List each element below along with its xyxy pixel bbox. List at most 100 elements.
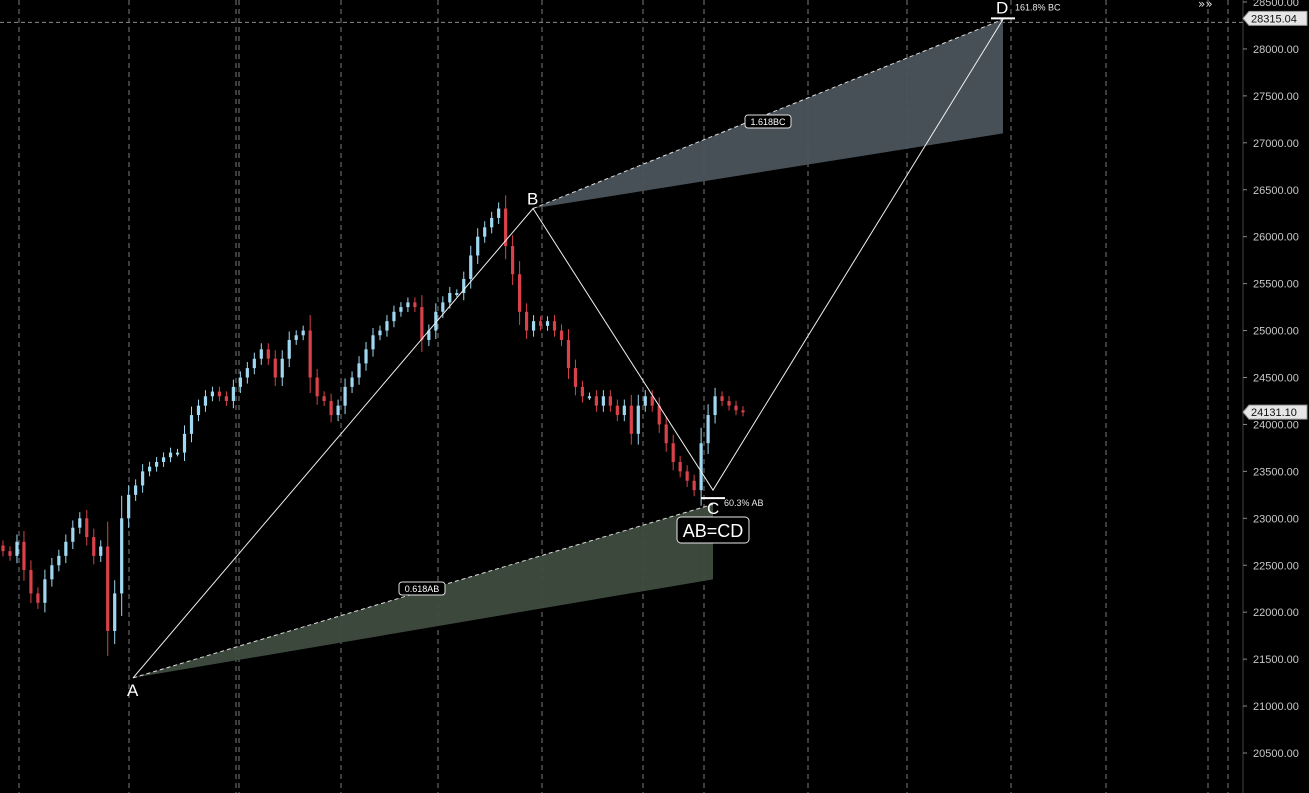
candle-body: [518, 274, 522, 312]
candle-body: [559, 330, 564, 340]
candle-body: [720, 396, 724, 401]
candle-body: [161, 457, 166, 462]
candle-body: [441, 302, 445, 312]
candle-body: [210, 391, 215, 397]
candle-body: [678, 461, 682, 472]
candle-body: [378, 330, 382, 336]
scroll-arrows-icon[interactable]: »»: [1198, 0, 1213, 11]
candle-body: [175, 452, 180, 455]
candle-body: [615, 405, 619, 416]
candle-body: [427, 330, 431, 340]
candle-body: [64, 541, 68, 556]
candle-body: [469, 255, 473, 279]
candle-body: [727, 400, 731, 406]
candle-body: [8, 551, 12, 556]
candle-body: [343, 386, 347, 406]
candle-body: [420, 307, 424, 340]
candle-body: [573, 368, 578, 387]
y-tick-label: 21000.00: [1253, 701, 1299, 713]
point-label-b: B: [527, 190, 538, 209]
candle-body: [364, 349, 368, 364]
candle-body: [127, 494, 131, 519]
candle-body: [545, 321, 550, 326]
candle-body: [734, 405, 738, 411]
candle-body: [664, 424, 668, 444]
abcd-label-box: [676, 516, 750, 544]
candle-body: [273, 358, 277, 378]
candle-body: [350, 377, 354, 387]
y-tick-label: 25000.00: [1253, 326, 1299, 338]
candle-body: [685, 471, 689, 481]
candle-body: [148, 466, 152, 472]
ratio-tag-ab-box: [398, 581, 446, 596]
candle-body: [259, 349, 263, 359]
candle-body: [224, 396, 228, 401]
candle-body: [154, 461, 159, 467]
y-tick-label: 23500.00: [1253, 466, 1299, 478]
candle-body: [329, 400, 333, 416]
candle-body: [301, 330, 305, 336]
candle-body: [22, 541, 26, 570]
candle-body: [650, 396, 654, 406]
candle-body: [231, 386, 235, 401]
candle-body: [92, 537, 96, 556]
candle-body: [552, 321, 557, 331]
candle-body: [203, 396, 208, 406]
candle-body: [252, 358, 256, 369]
point-label-a: A: [127, 681, 139, 700]
candle-body: [99, 546, 103, 556]
candle-body: [371, 335, 375, 350]
candle-body: [134, 485, 138, 495]
candle-body: [657, 405, 661, 425]
candle-body: [434, 311, 438, 331]
candle-body: [71, 527, 75, 542]
y-tick-label: 27500.00: [1253, 91, 1299, 103]
candle-body: [1, 545, 5, 552]
candle-body: [196, 405, 201, 416]
candle-body: [392, 311, 396, 322]
candle-body: [106, 546, 110, 631]
candle-body: [168, 452, 173, 458]
candle-body: [413, 302, 417, 308]
candle-body: [189, 415, 194, 434]
d-ratio-annotation: 161.8% BC: [1015, 2, 1061, 12]
candle-body: [280, 358, 284, 378]
candle-body: [336, 405, 340, 416]
candle-body: [643, 396, 647, 406]
y-tick-label: 21500.00: [1253, 654, 1299, 666]
abcd-label: AB=CD: [683, 521, 744, 541]
candle-body: [85, 518, 89, 538]
candle-body: [141, 471, 145, 486]
candle-body: [490, 217, 494, 228]
y-tick-label: 26500.00: [1253, 185, 1299, 197]
candle-body: [531, 321, 536, 331]
candle-body: [601, 396, 605, 406]
candle-body: [462, 278, 466, 294]
candle-body: [322, 396, 326, 401]
zone-bc-edge: [532, 18, 1004, 209]
candle-body: [406, 302, 410, 308]
abcd-pattern-line[interactable]: [132, 19, 1004, 679]
candle-body: [29, 569, 33, 594]
candle-body: [50, 565, 54, 580]
c-ratio-annotation: 60.3% AB: [724, 498, 764, 508]
candle-body: [294, 335, 298, 340]
candle-body: [608, 396, 612, 406]
y-tick-label: 28000.00: [1253, 44, 1299, 56]
y-tick-label: 20500.00: [1253, 748, 1299, 760]
candle-body: [308, 330, 312, 378]
candle-body: [580, 386, 585, 397]
candle-body: [538, 321, 543, 326]
candle-body: [113, 593, 117, 631]
candle-body: [524, 311, 529, 331]
candle-body: [692, 480, 696, 491]
candle-body: [448, 293, 452, 303]
ratio-tag-ab: 0.618AB: [405, 584, 440, 594]
last-price-label-bg: [1242, 404, 1308, 420]
candle-body: [504, 208, 508, 247]
candle-body: [699, 443, 703, 491]
candle-body: [43, 579, 47, 603]
candle-body: [566, 339, 571, 369]
